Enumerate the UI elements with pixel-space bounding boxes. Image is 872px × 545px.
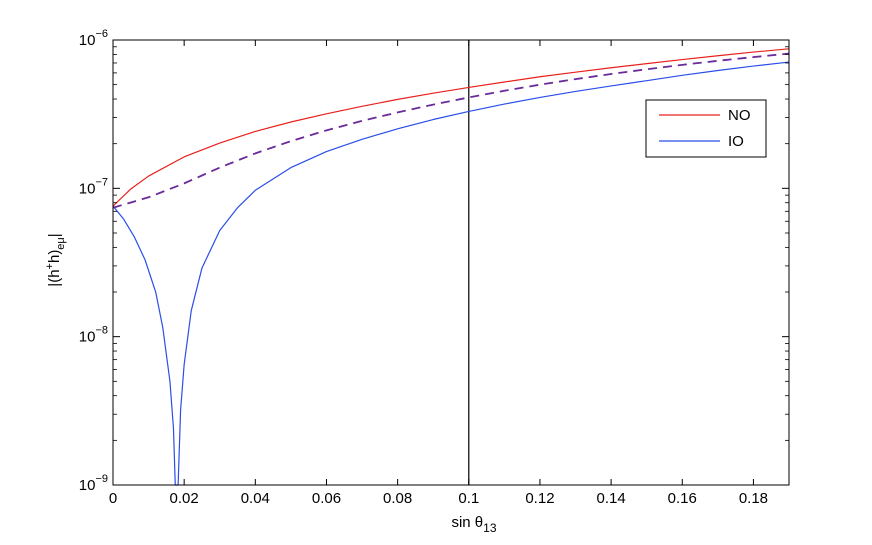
y-axis-label-close: | [46, 233, 63, 237]
series-no-line [112, 48, 790, 207]
x-tick-label: 0 [109, 490, 117, 507]
y-axis-label-subscript: eμ [55, 237, 67, 249]
y-axis-label: |(h+h)eμ| [44, 233, 67, 286]
x-tick-label: 0.04 [241, 490, 270, 507]
x-axis-label: sin θ13 [451, 514, 496, 535]
series-dashed-line [112, 52, 790, 209]
x-tick-label: 0.14 [597, 490, 626, 507]
x-axis-label-main: sin θ [451, 514, 483, 531]
y-tick-label: 10−7 [79, 176, 108, 197]
axes-frame [112, 39, 790, 486]
legend-label-no: NO [728, 107, 751, 124]
y-axis-label-open: |(h [46, 269, 63, 286]
x-tick-label: 0.18 [739, 490, 768, 507]
x-tick-label: 0.12 [525, 490, 554, 507]
x-tick-label: 0.1 [458, 490, 479, 507]
y-axis-label-mid: h) [46, 250, 63, 263]
legend-label-io: IO [728, 133, 744, 150]
x-tick-label: 0.08 [383, 490, 412, 507]
x-tick-label: 0.06 [312, 490, 341, 507]
y-tick-label: 10−9 [79, 473, 108, 494]
legend: NO IO [645, 99, 767, 158]
x-tick-label: 0.16 [668, 490, 697, 507]
x-tick-label: 0.02 [170, 490, 199, 507]
plot-area [112, 40, 790, 486]
y-tick-label: 10−8 [79, 325, 108, 346]
y-tick-label: 10−6 [79, 28, 108, 49]
legend-box [645, 99, 767, 158]
series-io-line [112, 61, 790, 486]
x-axis-label-subscript: 13 [483, 521, 497, 535]
y-axis-label-superscript: + [44, 263, 56, 269]
axis-ticks: 0 0.02 0.04 0.06 0.08 0.1 0.12 0.14 0.16 0.18 10−9… [79, 28, 789, 507]
